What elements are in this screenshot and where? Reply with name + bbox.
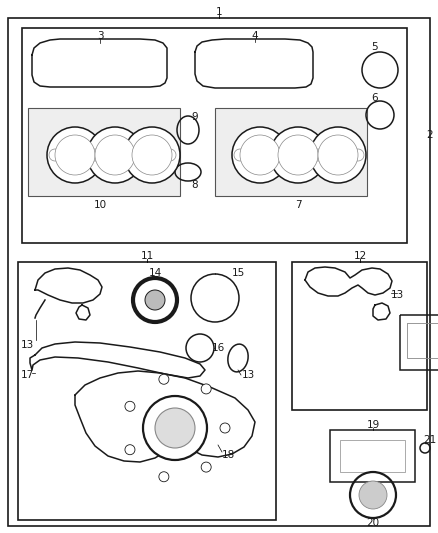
Text: 15: 15 bbox=[231, 268, 245, 278]
Circle shape bbox=[143, 396, 207, 460]
Text: 14: 14 bbox=[148, 268, 162, 278]
Text: 4: 4 bbox=[252, 31, 258, 41]
Text: 9: 9 bbox=[192, 112, 198, 122]
Circle shape bbox=[145, 290, 165, 310]
Circle shape bbox=[232, 127, 288, 183]
Bar bbox=[292, 262, 427, 410]
Text: 13: 13 bbox=[241, 370, 254, 380]
Text: 3: 3 bbox=[97, 31, 103, 41]
Circle shape bbox=[312, 149, 324, 161]
Text: 6: 6 bbox=[372, 93, 378, 103]
Circle shape bbox=[278, 135, 318, 175]
Circle shape bbox=[89, 149, 101, 161]
Circle shape bbox=[125, 445, 135, 455]
Circle shape bbox=[234, 149, 246, 161]
Circle shape bbox=[159, 472, 169, 482]
Circle shape bbox=[125, 401, 135, 411]
Circle shape bbox=[201, 384, 211, 394]
Text: 13: 13 bbox=[390, 290, 404, 300]
Bar bbox=[340, 440, 405, 472]
Circle shape bbox=[352, 149, 364, 161]
Bar bbox=[330, 430, 415, 482]
Text: 7: 7 bbox=[295, 200, 301, 210]
Text: 17: 17 bbox=[21, 370, 34, 380]
Circle shape bbox=[124, 127, 180, 183]
Circle shape bbox=[201, 462, 211, 472]
Circle shape bbox=[220, 423, 230, 433]
Circle shape bbox=[318, 135, 358, 175]
Circle shape bbox=[55, 135, 95, 175]
Circle shape bbox=[132, 135, 172, 175]
Circle shape bbox=[155, 408, 195, 448]
Bar bbox=[407, 323, 438, 358]
Circle shape bbox=[87, 127, 143, 183]
Circle shape bbox=[164, 149, 176, 161]
Circle shape bbox=[270, 127, 326, 183]
Circle shape bbox=[240, 135, 280, 175]
Text: 20: 20 bbox=[367, 518, 380, 528]
Text: 2: 2 bbox=[427, 130, 433, 140]
Circle shape bbox=[95, 135, 135, 175]
Text: 16: 16 bbox=[212, 343, 225, 353]
Text: 19: 19 bbox=[366, 420, 380, 430]
Bar bbox=[400, 316, 438, 370]
Bar bbox=[22, 28, 407, 243]
Bar bbox=[215, 108, 367, 196]
Text: 5: 5 bbox=[372, 42, 378, 52]
Bar bbox=[18, 262, 276, 520]
Text: 1: 1 bbox=[215, 7, 223, 17]
Circle shape bbox=[272, 149, 284, 161]
Text: 11: 11 bbox=[140, 251, 154, 261]
Circle shape bbox=[127, 149, 139, 161]
Circle shape bbox=[47, 127, 103, 183]
Circle shape bbox=[159, 374, 169, 384]
Circle shape bbox=[49, 149, 61, 161]
Text: 10: 10 bbox=[93, 200, 106, 210]
Circle shape bbox=[310, 127, 366, 183]
Text: 18: 18 bbox=[221, 450, 235, 460]
Circle shape bbox=[359, 481, 387, 509]
Text: 8: 8 bbox=[192, 180, 198, 190]
Bar bbox=[28, 108, 180, 196]
Text: 21: 21 bbox=[424, 435, 437, 445]
Text: 12: 12 bbox=[353, 251, 367, 261]
Text: 13: 13 bbox=[21, 340, 34, 350]
